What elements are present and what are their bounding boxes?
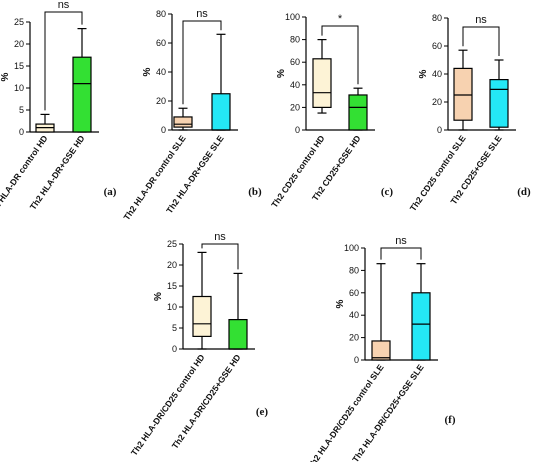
y-axis-label: % (142, 67, 153, 76)
x-tick-label: Th2 HLA-DR/CD25+GSE HD (170, 352, 243, 450)
y-tick-label: 25 (14, 17, 24, 27)
y-tick-label: 20 (290, 102, 300, 112)
y-axis-label: % (418, 69, 429, 78)
y-tick-label: 20 (167, 260, 177, 270)
y-tick-label: 100 (285, 12, 300, 22)
box (411, 292, 431, 361)
box-plot (72, 28, 92, 133)
significance-label: ns (214, 231, 226, 243)
chart-panel: 0 5 10 15 20 25% Th2 HLA-DR/CD25 control HDTh2… (129, 231, 269, 457)
box-plot (312, 38, 332, 114)
significance-bracket (201, 243, 239, 270)
y-tick-label: 20 (14, 39, 24, 49)
box (72, 56, 92, 133)
significance-label: ns (196, 8, 208, 20)
y-tick-label: 5 (19, 105, 24, 115)
y-tick-label: 0 (437, 125, 442, 135)
significance-label: ns (58, 0, 70, 11)
box (173, 116, 193, 128)
x-tick-label: Th2 HLA-DR control SLE (121, 133, 187, 222)
panel-label: (e) (256, 406, 269, 418)
y-tick-label: 60 (156, 38, 166, 48)
box (192, 295, 212, 338)
box (348, 94, 368, 131)
y-tick-label: 60 (290, 57, 300, 67)
y-tick-label: 40 (290, 80, 300, 90)
y-tick-label: 40 (156, 67, 166, 77)
x-tick-label: Th2 HLA-DR/CD25 control HD (129, 352, 207, 457)
y-tick-label: 80 (290, 35, 300, 45)
y-tick-label: 80 (156, 9, 166, 19)
significance-label: * (338, 13, 343, 25)
box-plot (371, 263, 391, 361)
box-plot (453, 49, 473, 131)
y-tick-label: 0 (354, 355, 359, 365)
box (453, 67, 473, 121)
x-tick-label: Th2 HLA-DR control HD (0, 133, 50, 218)
box (228, 319, 248, 350)
box-plot (228, 272, 248, 350)
y-tick-label: 20 (349, 333, 359, 343)
y-axis-label: % (153, 292, 164, 301)
y-tick-label: 40 (349, 310, 359, 320)
y-axis-label: % (0, 72, 11, 81)
box-plot (489, 59, 509, 131)
y-tick-label: 80 (432, 13, 442, 23)
box-plot (192, 251, 212, 350)
y-tick-label: 0 (295, 125, 300, 135)
y-tick-label: 10 (14, 83, 24, 93)
y-tick-label: 60 (349, 288, 359, 298)
y-tick-label: 5 (172, 323, 177, 333)
y-tick-label: 40 (432, 69, 442, 79)
box (489, 78, 509, 128)
y-tick-label: 60 (432, 41, 442, 51)
significance-bracket (462, 26, 500, 56)
box-plot (348, 87, 368, 131)
panel-label: (f) (445, 414, 456, 426)
y-tick-label: 15 (167, 281, 177, 291)
significance-bracket (321, 25, 359, 85)
chart-panel: 0 20 40 60 80 100% Th2 HLA-DR/CD25 control SLE… (305, 235, 455, 462)
panel-label: (b) (248, 186, 262, 198)
significance-label: ns (475, 14, 487, 26)
box (312, 58, 332, 109)
x-tick-label: Th2 HLA-DR/CD25 control SLE (305, 362, 385, 462)
significance-bracket (380, 247, 422, 260)
panel-label: (a) (104, 186, 117, 198)
significance-bracket (182, 20, 222, 105)
y-axis-label: % (335, 299, 346, 308)
y-tick-label: 20 (432, 97, 442, 107)
significance-label: ns (395, 235, 407, 247)
y-tick-label: 0 (172, 344, 177, 354)
y-tick-label: 10 (167, 302, 177, 312)
x-tick-label: Th2 HLA-DR/CD25+GSE SLE (350, 362, 426, 462)
y-tick-label: 15 (14, 61, 24, 71)
y-tick-label: 25 (167, 239, 177, 249)
panel-label: (c) (381, 186, 394, 198)
box-plot (211, 33, 231, 131)
significance-bracket (44, 11, 83, 111)
y-tick-label: 20 (156, 96, 166, 106)
y-tick-label: 80 (349, 265, 359, 275)
y-axis-label: % (276, 69, 287, 78)
y-tick-label: 0 (161, 125, 166, 135)
y-tick-label: 0 (19, 127, 24, 137)
box-plot (35, 113, 55, 133)
box (371, 340, 391, 361)
y-tick-label: 100 (344, 243, 359, 253)
box-plot (173, 107, 193, 131)
panel-label: (d) (517, 186, 531, 198)
box (211, 93, 231, 131)
box-plot (411, 263, 431, 361)
